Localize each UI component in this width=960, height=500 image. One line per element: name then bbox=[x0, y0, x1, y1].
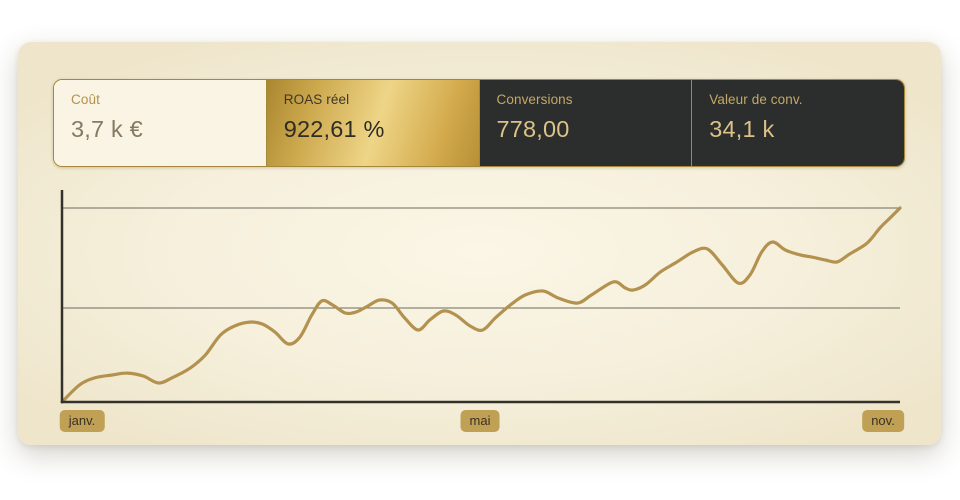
scorecard-conversions-value: 778,00 bbox=[496, 115, 570, 142]
scorecard-cost[interactable]: Coût 3,7 k € bbox=[54, 80, 266, 166]
x-tick-mai: mai bbox=[460, 410, 500, 432]
scorecard-cost-label: Coût bbox=[71, 92, 100, 107]
scorecard-row: Coût 3,7 k € ROAS réel 922,61 % Conversi… bbox=[53, 79, 905, 167]
scorecard-conv-value-label: Valeur de conv. bbox=[709, 92, 803, 107]
scorecard-conv-value-value: 34,1 k bbox=[709, 115, 775, 142]
x-tick-janv: janv. bbox=[59, 410, 105, 432]
scorecard-roas-value: 922,61 % bbox=[283, 115, 385, 142]
x-tick-nov: nov. bbox=[862, 410, 904, 432]
dashboard-panel: Coût 3,7 k € ROAS réel 922,61 % Conversi… bbox=[18, 42, 941, 445]
scorecard-conv-value[interactable]: Valeur de conv. 34,1 k bbox=[691, 80, 904, 166]
trend-chart bbox=[50, 185, 915, 415]
scorecard-conversions[interactable]: Conversions 778,00 bbox=[478, 80, 692, 166]
scorecard-cost-value: 3,7 k € bbox=[71, 115, 143, 142]
scorecard-conversions-label: Conversions bbox=[496, 92, 573, 107]
trend-chart-svg bbox=[60, 190, 902, 404]
scorecard-roas[interactable]: ROAS réel 922,61 % bbox=[265, 80, 479, 166]
scorecard-roas-label: ROAS réel bbox=[283, 92, 350, 107]
